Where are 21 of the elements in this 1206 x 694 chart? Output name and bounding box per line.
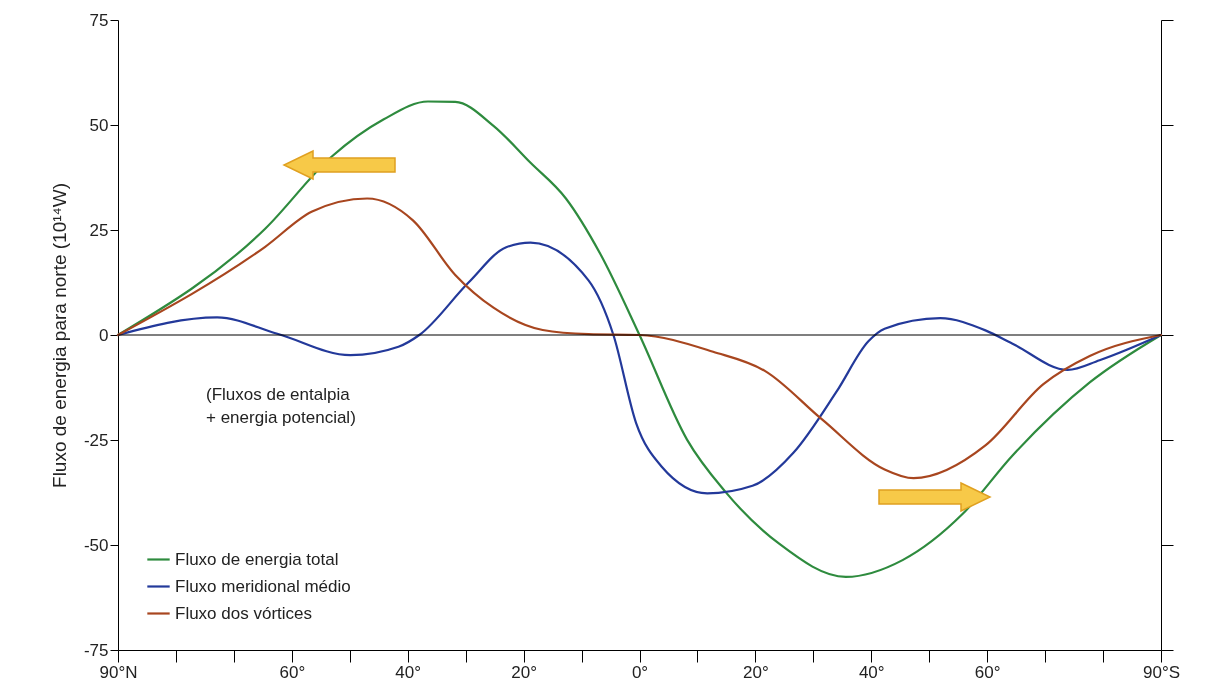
y-tick-label: -50	[83, 535, 109, 555]
x-tick-label: 40°	[858, 662, 885, 682]
y-tick-label: 50	[89, 115, 109, 135]
x-tick-label: 90°N	[99, 662, 138, 682]
x-tick-label: 60°	[974, 662, 1001, 682]
x-tick-label: 90°S	[1142, 662, 1181, 682]
x-tick-label: 0°	[631, 662, 649, 682]
annotation: (Fluxos de entalpia + energia potencial)	[206, 385, 356, 427]
y-tick-label: 75	[89, 10, 109, 30]
y-tick-label: -25	[83, 430, 109, 450]
y-tick-label: -75	[83, 640, 109, 660]
x-tick-label: 40°	[395, 662, 422, 682]
x-tick-label: 60°	[279, 662, 306, 682]
legend-label: Fluxo de energia total	[175, 549, 339, 569]
y-axis-title: Fluxo de energia para norte (10¹⁴W)	[48, 183, 70, 488]
x-tick-label: 20°	[743, 662, 769, 682]
legend-label: Fluxo meridional médio	[175, 576, 351, 596]
y-tick-label: 0	[99, 325, 109, 345]
legend-label: Fluxo dos vórtices	[175, 603, 312, 623]
x-tick-label: 20°	[511, 662, 537, 682]
y-tick-label: 25	[89, 220, 109, 240]
